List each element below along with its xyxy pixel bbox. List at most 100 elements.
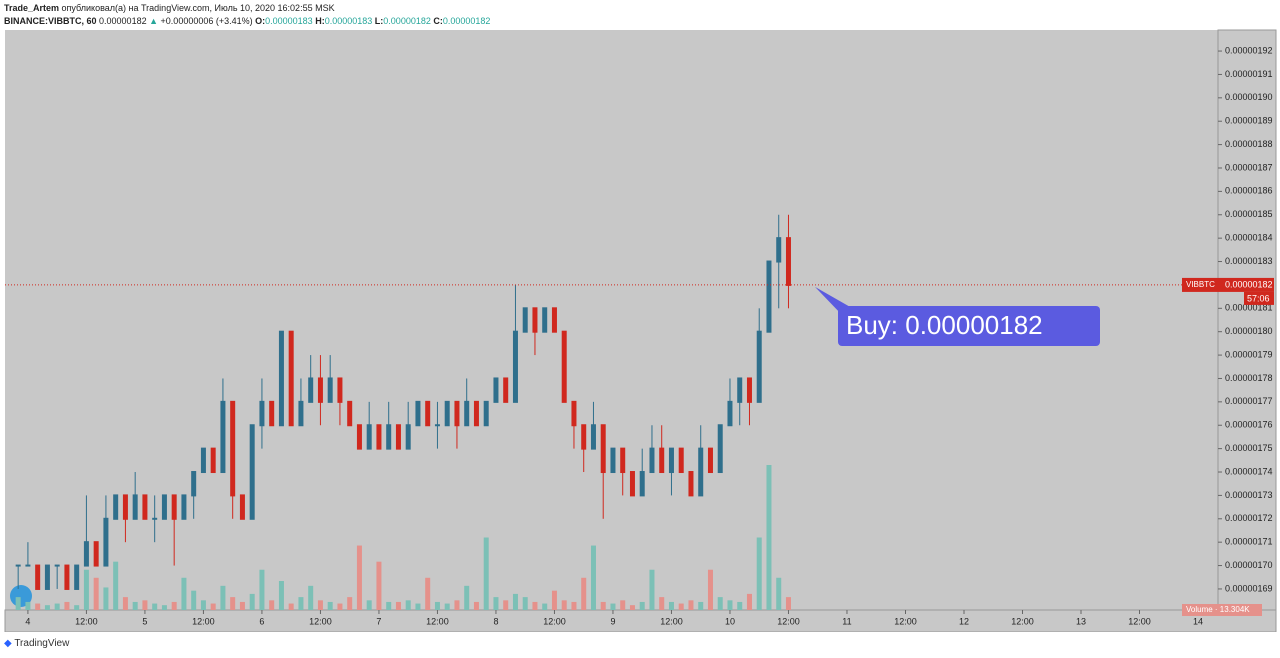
candle-body [766,260,772,333]
candle-body [454,400,460,427]
x-tick-label: 12:00 [660,616,683,626]
candle-body [132,494,138,520]
volume-bar [766,465,772,610]
candle-body [356,424,362,450]
volume-bar [561,600,567,610]
volume-bar [659,597,665,610]
candle-body [590,424,596,450]
volume-bar [785,597,791,610]
candle-body [473,400,479,427]
volume-bar [288,603,294,610]
volume-tag [1182,604,1262,616]
y-tick-label: 0.00000177 [1225,396,1273,406]
volume-bar [200,600,206,610]
volume-bar [746,593,752,610]
candle-body [366,424,372,450]
brand: TradingView [14,638,70,649]
c: 0.00000182 [442,16,491,26]
candle-body [269,400,275,427]
x-tick-label: 12:00 [777,616,800,626]
y-tick-label: 0.00000171 [1225,537,1273,547]
candle-body [122,494,128,520]
candle-body [737,377,743,403]
candle-body [181,494,187,520]
candle-body [64,564,70,590]
volume-bar [113,561,119,610]
y-tick-label: 0.00000181 [1225,303,1273,313]
volume-bar [639,601,645,610]
chart: 0.00000192 0.00000191 0.00000190 0.00000189… [4,29,1277,632]
volume-bar [678,603,684,610]
candle-body [659,447,665,474]
y-tick-label: 0.00000178 [1225,373,1273,383]
volume-bar [54,603,60,610]
candle-body [639,471,645,497]
candle-body [717,424,723,474]
y-tick-label: 0.00000188 [1225,139,1273,149]
volume-bar [717,597,723,610]
volume-bar [454,600,460,610]
countdown: 57:06 [1247,293,1270,303]
candle-body [191,471,197,497]
volume-bar [366,600,372,610]
volume-bar [132,601,138,610]
candle-body [571,400,577,427]
candle-body [327,377,333,403]
candle-body [308,377,314,403]
logo-badge [10,585,32,607]
volume-bar [551,590,557,610]
x-tick-label: 12:00 [426,616,449,626]
volume-bar [83,569,89,610]
candle-body [512,330,518,403]
candle-body [756,330,762,403]
x-tick-label: 13 [1076,616,1086,626]
arrow: ▲ [149,16,159,26]
volume-bar [337,603,343,610]
candle-body [746,377,752,403]
candle-body [113,494,119,520]
volume-bar [317,600,323,610]
volume-bar [278,581,284,610]
candle-body [35,564,41,590]
candle-body [581,424,587,450]
y-tick-label: 0.00000191 [1225,69,1273,79]
volume-bar [161,605,167,610]
y-tick-label: 0.00000180 [1225,326,1273,336]
countdown-tag [1244,291,1274,305]
candle-body [74,564,80,590]
l-label: L: [374,16,384,26]
x-tick-label: 12:00 [1128,616,1151,626]
volume-label: Volume · 13.304K [1186,605,1250,614]
y-tick-label: 0.00000179 [1225,349,1273,359]
c-label: C: [433,16,443,26]
candle-body [532,307,538,333]
volume-bar [473,601,479,610]
candle-body [542,307,548,333]
candle-body [727,400,733,427]
o: 0.00000183 [265,16,313,26]
h-label: H: [315,16,325,26]
y-tick-label: 0.00000187 [1225,162,1273,172]
header-line: Trade_Artem опубликовал(а) на TradingVie… [4,3,335,13]
candle-body [688,471,694,497]
volume-bar [737,601,743,610]
candle-body [561,330,567,403]
volume-bar [103,587,109,610]
candle-body [15,564,21,567]
volume-bar [707,569,713,610]
x-tick-label: 11 [842,616,851,626]
candle-body [171,494,177,520]
volume-bar [35,603,41,610]
volume-bar [93,577,99,610]
o-label: O: [255,16,266,26]
volume-bar [483,537,489,610]
y-tick-label: 0.00000176 [1225,420,1273,430]
candle-body [600,424,606,474]
volume-bar [376,561,382,610]
y-tick-label: 0.00000190 [1225,92,1273,102]
volume-bar [181,577,187,610]
candle-body [278,330,284,427]
x-tick-label: 12:00 [309,616,332,626]
x-tick-label: 9 [610,616,615,626]
